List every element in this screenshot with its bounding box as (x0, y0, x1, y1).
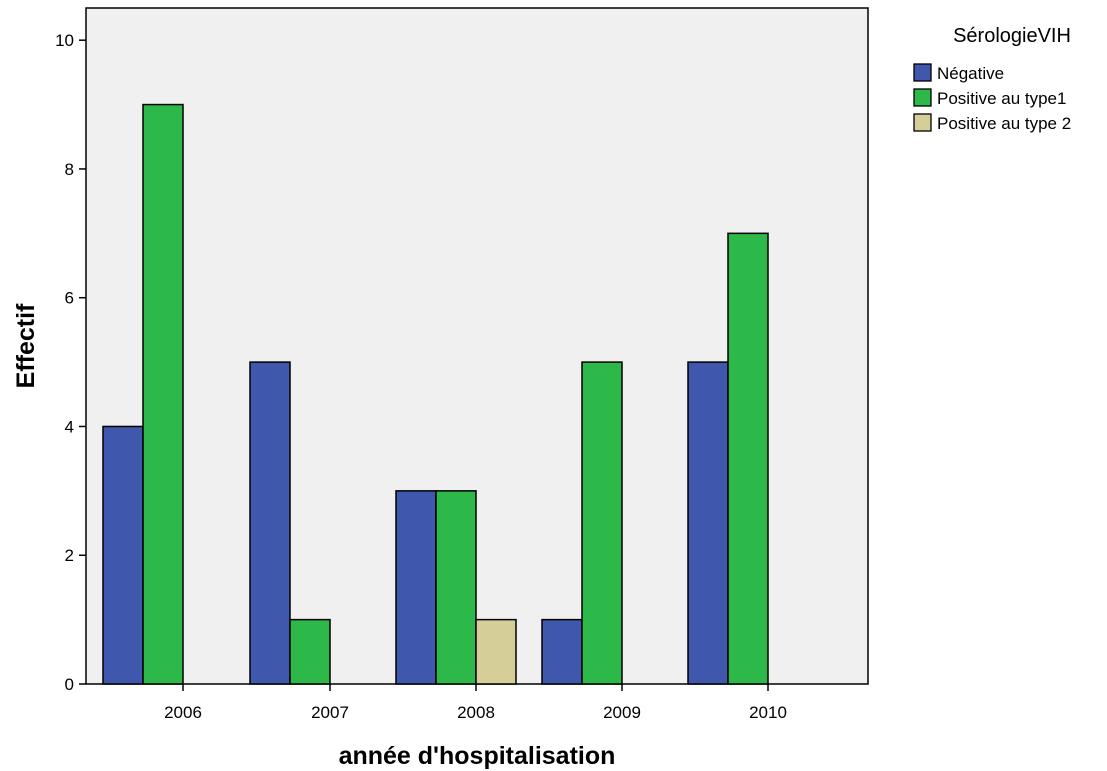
legend-swatch (913, 63, 932, 82)
y-tick-label: 2 (65, 546, 74, 565)
y-tick-label: 4 (65, 417, 74, 436)
bar-n-gative-2007 (249, 361, 291, 685)
bar-n-gative-2006 (102, 425, 144, 685)
bar-n-gative-2008 (395, 490, 437, 685)
bar-positive-au-type1-2007 (289, 618, 331, 685)
legend-swatch (913, 113, 932, 132)
legend-label: Positive au type 2 (937, 114, 1071, 133)
x-axis: 2006 2007 2008 2009 2010 (164, 684, 787, 722)
legend-title: SérologieVIH (953, 25, 1071, 47)
x-tick-label: 2010 (749, 703, 787, 722)
x-tick-label: 2009 (603, 703, 641, 722)
y-tick-label: 6 (65, 289, 74, 308)
legend: SérologieVIH Négative Positive au type1 Po… (913, 25, 1071, 133)
y-tick-label: 10 (55, 31, 74, 50)
legend-label: Négative (937, 64, 1004, 83)
bar-positive-au-type1-2008 (435, 490, 477, 685)
bar-positive-au-type-2-2008 (475, 618, 517, 685)
y-axis: 0 2 4 6 8 10 (55, 31, 86, 694)
legend-swatch (913, 88, 932, 107)
bars-group (102, 103, 769, 685)
bar-n-gative-2009 (541, 618, 583, 685)
x-tick-label: 2007 (311, 703, 349, 722)
bar-positive-au-type1-2010 (727, 232, 769, 685)
y-tick-label: 0 (65, 675, 74, 694)
bar-positive-au-type1-2006 (142, 103, 184, 685)
x-axis-title: année d'hospitalisation (339, 742, 616, 770)
x-tick-label: 2008 (457, 703, 495, 722)
x-tick-label: 2006 (164, 703, 202, 722)
legend-label: Positive au type1 (937, 89, 1066, 108)
bar-positive-au-type1-2009 (581, 361, 623, 685)
bar-n-gative-2010 (687, 361, 729, 685)
y-axis-title: Effectif (12, 303, 40, 388)
y-tick-label: 8 (65, 160, 74, 179)
